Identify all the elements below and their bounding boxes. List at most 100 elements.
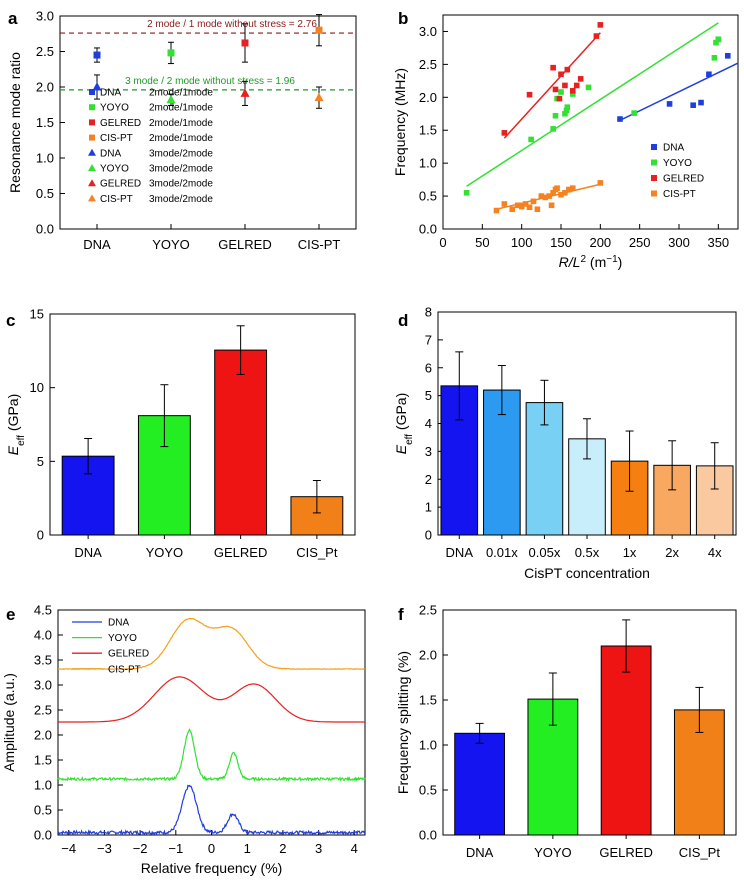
legend-label: GELRED — [100, 179, 141, 190]
y-tick-label: 2 — [425, 472, 432, 487]
y-axis-label: Frequency (MHz) — [392, 68, 408, 176]
legend-label: DNA — [663, 143, 684, 154]
plot-frame — [442, 14, 739, 230]
data-point — [501, 201, 508, 207]
y-tick-label: 2.0 — [419, 90, 437, 105]
data-point — [463, 189, 470, 196]
legend-label: DNA — [108, 618, 129, 629]
data-point — [514, 202, 521, 209]
panel-e: e 0.0 0.5 1.0 1.5 2.0 2.5 3.0 3.5 4.0 4.5 −4 −3 −2 −1 0… — [1, 603, 366, 876]
legend-label: CIS-PT — [108, 664, 141, 675]
x-axis-label: CisPT concentration — [524, 565, 650, 581]
x-tick-label: DNA — [446, 545, 474, 560]
y-tick-label: 8 — [425, 305, 432, 320]
data-point — [597, 22, 604, 28]
x-axis-label-part: 2 — [580, 254, 586, 265]
panel-label: f — [398, 605, 404, 624]
panel-label: e — [6, 605, 15, 624]
y-tick-label: 5 — [425, 388, 432, 403]
data-point — [509, 206, 516, 213]
data-point — [552, 86, 559, 93]
y-tick-label: 2.0 — [36, 80, 54, 95]
legend-label: GELRED — [100, 118, 141, 129]
y-axis-label-part: Amplitude (a.u.) — [1, 673, 17, 772]
data-point — [528, 136, 534, 143]
y-tick-label: 5 — [37, 454, 44, 469]
y-tick-label: 3.0 — [419, 24, 437, 39]
legend-desc: 3mode/2mode — [149, 179, 213, 190]
x-tick-label: 350 — [707, 235, 729, 250]
legend-marker — [89, 134, 95, 141]
plot-frame — [57, 609, 366, 836]
x-tick-label: 0.01x — [486, 545, 518, 560]
y-tick-label: 4.0 — [34, 628, 52, 643]
x-tick-label: 0.5x — [575, 545, 600, 560]
data-point — [534, 206, 541, 213]
legend-label: GELRED — [663, 174, 704, 185]
y-tick-label: 1.0 — [34, 778, 52, 793]
data-point — [690, 102, 696, 109]
plot-frame — [49, 313, 356, 536]
spectrum-line — [57, 728, 366, 783]
x-tick-label: −1 — [168, 841, 183, 856]
y-axis-label-part: eff — [16, 435, 27, 446]
x-tick-label: GELRED — [599, 845, 652, 860]
y-tick-label: 0.0 — [36, 222, 54, 237]
data-point — [698, 99, 704, 106]
data-point — [711, 55, 718, 61]
data-point — [526, 204, 533, 211]
legend-marker — [89, 104, 95, 111]
y-tick-label: 15 — [30, 307, 44, 322]
y-axis-label: Frequency splitting (%) — [395, 651, 411, 794]
data-point — [548, 202, 555, 209]
y-tick-label: 2.5 — [36, 44, 54, 59]
legend-desc: 3mode/2mode — [149, 148, 213, 159]
y-tick-label: 0 — [425, 528, 432, 543]
y-axis-label-part: E — [5, 445, 21, 455]
y-tick-label: 1.0 — [36, 151, 54, 166]
y-axis-label: Amplitude (a.u.) — [1, 673, 17, 772]
legend-desc: 3mode/2mode — [149, 194, 213, 205]
data-point — [666, 101, 673, 107]
y-tick-label: 3.5 — [34, 653, 52, 668]
data-point-triangle — [166, 94, 176, 104]
y-tick-label: 1.0 — [419, 156, 437, 171]
legend-label: YOYO — [108, 633, 137, 644]
x-tick-label: 1 — [244, 841, 251, 856]
y-tick-label: 0.0 — [419, 222, 437, 237]
data-point-triangle — [314, 92, 324, 102]
legend-marker — [651, 144, 657, 150]
panel-label: b — [398, 9, 408, 28]
data-point — [542, 194, 549, 201]
x-tick-label: YOYO — [146, 545, 184, 560]
y-tick-label: 1.5 — [419, 123, 437, 138]
panel-a: a 0.0 0.5 1.0 1.5 2.0 2.5 3.0 DNA YOYO GELRED CIS-P… — [7, 9, 357, 252]
data-point — [526, 91, 533, 98]
x-tick-label: YOYO — [152, 237, 190, 252]
y-tick-label: 0.5 — [419, 783, 437, 798]
data-point — [585, 84, 592, 91]
y-axis-label: Resonance mode ratio — [7, 52, 23, 193]
x-tick-label: CIS-PT — [298, 237, 341, 252]
legend-desc: 2mode/1mode — [149, 103, 213, 114]
fit-line — [503, 32, 601, 139]
data-point — [570, 87, 576, 94]
y-tick-label: 6 — [425, 360, 432, 375]
y-tick-label: 1.5 — [34, 753, 52, 768]
data-point — [556, 95, 563, 102]
y-axis-label-part: Frequency (MHz) — [392, 68, 408, 176]
data-point — [631, 110, 637, 116]
y-tick-label: 0.5 — [34, 803, 52, 818]
data-point — [724, 53, 731, 59]
x-tick-label: 300 — [668, 235, 690, 250]
legend-label: YOYO — [100, 103, 129, 114]
x-tick-label: 150 — [550, 235, 572, 250]
bar — [600, 645, 652, 836]
data-point — [564, 66, 571, 73]
data-point — [593, 33, 600, 39]
data-point-square — [167, 49, 175, 57]
legend-marker — [88, 179, 96, 187]
data-point — [558, 89, 564, 95]
data-point — [562, 82, 568, 89]
